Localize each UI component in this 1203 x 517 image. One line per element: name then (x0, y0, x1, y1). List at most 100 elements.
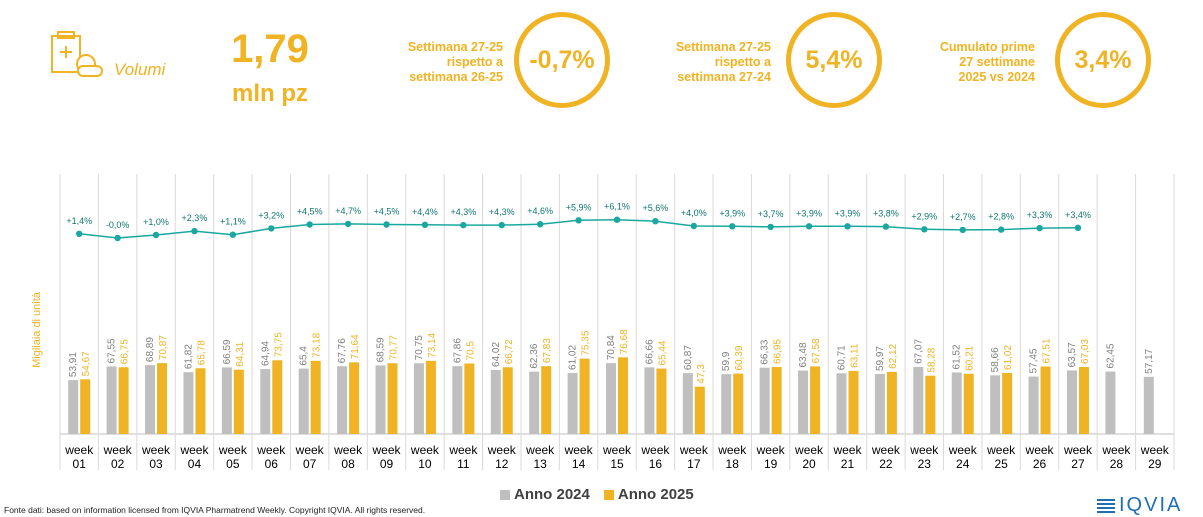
data-label-2025: 60,39 (734, 345, 745, 370)
growth-label: -0,0% (106, 220, 130, 230)
bar-2025 (349, 362, 360, 434)
growth-point (729, 223, 736, 230)
legend-swatch-2024 (500, 489, 510, 500)
bar-2025 (157, 363, 168, 434)
growth-label: +3,9% (835, 208, 861, 218)
growth-label: +4,0% (681, 208, 707, 218)
data-label-2025: 67,51 (1042, 338, 1053, 363)
data-label-2024: 61,52 (952, 344, 963, 369)
growth-point (536, 221, 544, 228)
growth-label: +3,2% (258, 210, 284, 220)
data-label-2025: 70,87 (158, 335, 169, 360)
growth-label: +1,1% (220, 217, 246, 227)
growth-point (268, 225, 275, 232)
x-tick-label-number: 16 (649, 457, 663, 471)
growth-label: +5,9% (566, 202, 592, 212)
kpi-1-text: Settimana 27-25 rispetto a settimana 26-… (407, 40, 503, 84)
data-label-2025: 66,95 (773, 339, 784, 364)
x-tick-label-number: 21 (841, 457, 855, 471)
growth-label: +4,7% (335, 206, 361, 216)
x-tick-label-word: week (564, 443, 594, 457)
data-label-2024: 63,48 (798, 342, 809, 367)
bar-2024 (836, 373, 847, 434)
data-label-2024: 70,75 (414, 335, 425, 360)
data-label-2025: 70,77 (389, 335, 400, 360)
data-label-2024: 66,33 (760, 339, 771, 364)
bar-2025 (1078, 366, 1089, 434)
bar-2024 (798, 370, 809, 434)
x-tick-label-number: 24 (956, 457, 970, 471)
bar-2025 (502, 367, 513, 434)
data-label-2024: 66,66 (644, 339, 655, 364)
growth-point (882, 223, 890, 230)
bar-2025 (848, 370, 859, 434)
data-label-2024: 62,45 (1105, 343, 1116, 368)
bar-2025 (118, 367, 129, 434)
x-tick-label-word: week (1063, 443, 1093, 457)
bar-2025 (656, 368, 667, 434)
growth-point (767, 223, 774, 231)
growth-label: +2,7% (950, 212, 976, 222)
x-tick-label-word: week (1101, 443, 1131, 457)
growth-point (152, 231, 160, 239)
x-tick-label-word: week (1140, 443, 1170, 457)
growth-point (498, 221, 505, 229)
data-label-2024: 59,9 (721, 351, 732, 371)
bar-2025 (272, 360, 283, 434)
data-label-2024: 64,02 (491, 342, 502, 367)
x-tick-label-number: 08 (341, 457, 355, 471)
growth-point (421, 221, 429, 228)
kpi-3-text: Cumulato prime 27 settimane 2025 vs 2024 (939, 40, 1035, 84)
growth-point (114, 234, 121, 242)
x-tick-label-number: 01 (73, 457, 87, 471)
growth-label: +4,3% (450, 207, 476, 217)
growth-label: +3,7% (758, 209, 784, 219)
y-axis-label: Migliaia di unità (31, 291, 43, 368)
data-label-2025: 62,12 (888, 343, 899, 368)
data-label-2025: 60,21 (965, 345, 976, 370)
bar-2025 (425, 360, 436, 434)
data-label-2025: 67,03 (1080, 339, 1091, 364)
growth-point (921, 226, 928, 233)
data-label-2024: 59,97 (875, 346, 886, 371)
data-label-2025: 63,11 (849, 343, 860, 368)
x-tick-label-word: week (295, 443, 325, 457)
total-volume-value: 1,79 (231, 27, 309, 71)
x-tick-label-word: week (333, 443, 363, 457)
growth-label: +4,3% (489, 207, 515, 217)
x-tick-label-number: 18 (726, 457, 740, 471)
x-tick-label-number: 11 (457, 457, 470, 471)
growth-label: +2,9% (911, 211, 937, 221)
data-label-2024: 68,89 (145, 337, 156, 362)
data-label-2024: 58,66 (990, 347, 1001, 372)
data-label-2025: 66,75 (120, 339, 131, 364)
bar-2024 (951, 372, 962, 434)
x-tick-label-number: 23 (918, 457, 932, 471)
x-tick-label-number: 28 (1110, 457, 1124, 471)
growth-point (1074, 224, 1082, 231)
source-note: Fonte dati: based on information license… (4, 505, 426, 515)
data-label-2024: 60,87 (683, 345, 694, 370)
x-tick-label-word: week (256, 443, 286, 457)
growth-point (613, 216, 621, 223)
data-label-2025: 65,44 (657, 340, 668, 365)
x-tick-label-number: 29 (1148, 457, 1162, 471)
data-label-2024: 67,07 (913, 338, 924, 363)
bar-2025 (233, 369, 244, 434)
growth-point (460, 221, 467, 229)
growth-point (306, 221, 313, 228)
x-tick-label-number: 22 (879, 457, 893, 471)
x-tick-label-word: week (832, 443, 862, 457)
x-tick-label-number: 17 (687, 457, 701, 471)
bar-2024 (106, 366, 117, 434)
x-tick-label-number: 05 (226, 457, 240, 471)
bar-2024 (990, 375, 1001, 434)
x-tick-label-word: week (909, 443, 939, 457)
x-tick-label-word: week (794, 443, 824, 457)
growth-label: +4,5% (297, 207, 323, 217)
kpi-2-text: Settimana 27-25 rispetto a settimana 27-… (675, 40, 771, 84)
growth-point (344, 220, 352, 228)
data-label-2024: 60,71 (836, 345, 847, 370)
medicine-icon (51, 31, 103, 77)
legend: Anno 2024 Anno 2025 (500, 486, 694, 503)
